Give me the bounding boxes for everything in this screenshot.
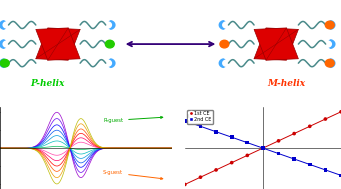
Point: [244, 154, 250, 157]
Point: [260, 147, 266, 150]
Circle shape: [325, 59, 334, 67]
Polygon shape: [108, 58, 116, 68]
Polygon shape: [36, 28, 80, 60]
Point: [338, 110, 341, 113]
Polygon shape: [254, 28, 298, 60]
Circle shape: [0, 59, 9, 67]
Point: [229, 136, 234, 139]
Point: [307, 125, 312, 128]
Point: [323, 168, 328, 171]
Text: R-guest: R-guest: [103, 116, 163, 123]
Text: M-helix: M-helix: [267, 79, 306, 88]
Point: [276, 139, 281, 142]
Polygon shape: [219, 58, 226, 68]
Point: [198, 125, 203, 128]
Point: [260, 147, 266, 150]
Circle shape: [325, 21, 334, 29]
Point: [182, 183, 188, 186]
Point: [292, 157, 297, 160]
Point: [182, 119, 188, 122]
Point: [213, 130, 219, 133]
Text: P-helix: P-helix: [31, 79, 65, 88]
Point: [198, 176, 203, 179]
Point: [338, 174, 341, 177]
Point: [307, 163, 312, 166]
Polygon shape: [108, 20, 116, 30]
Circle shape: [105, 40, 114, 48]
Polygon shape: [0, 20, 6, 30]
Polygon shape: [0, 58, 6, 68]
Point: [229, 161, 234, 164]
Polygon shape: [0, 39, 6, 49]
Point: [323, 118, 328, 121]
Polygon shape: [36, 28, 80, 60]
Polygon shape: [328, 39, 336, 49]
Point: [244, 141, 250, 144]
Polygon shape: [328, 58, 336, 68]
Polygon shape: [328, 20, 336, 30]
Point: [213, 168, 219, 171]
Polygon shape: [219, 20, 226, 30]
Text: S-guest: S-guest: [103, 170, 163, 180]
Point: [292, 132, 297, 135]
Polygon shape: [254, 28, 298, 60]
Circle shape: [220, 40, 229, 48]
Point: [276, 152, 281, 155]
Legend: 1st CE, 2nd CE: 1st CE, 2nd CE: [187, 110, 213, 124]
